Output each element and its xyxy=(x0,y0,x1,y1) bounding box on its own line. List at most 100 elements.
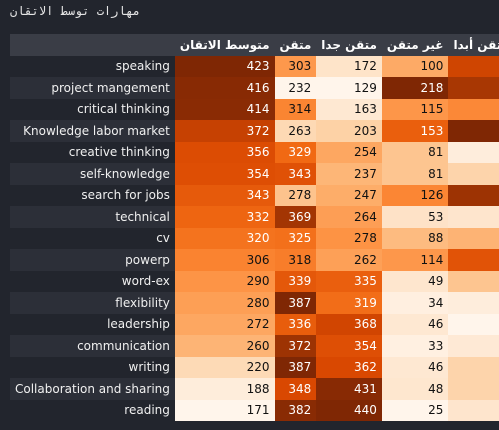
heatmap-cell: 88 xyxy=(381,227,449,249)
heatmap-cell: 126 xyxy=(381,184,449,206)
heatmap-cell: 11 xyxy=(448,356,499,378)
heatmap-cell: 372 xyxy=(274,335,317,357)
heatmap-cell: 81 xyxy=(381,163,449,185)
table-row: word-ex2903393354913 xyxy=(10,270,499,292)
heatmap-cell: 303 xyxy=(274,55,317,77)
heatmap-cell: 25 xyxy=(381,399,449,421)
heatmap-cell: 129 xyxy=(316,77,382,99)
heatmap-cell: 264 xyxy=(316,206,382,228)
heatmap-cell: 34 xyxy=(381,292,449,314)
heatmap-cell: 356 xyxy=(174,141,275,163)
row-label: communication xyxy=(10,335,175,357)
heatmap-cell: 423 xyxy=(174,55,275,77)
heatmap-cell: 7 xyxy=(448,335,499,357)
heatmap-cell: 247 xyxy=(316,184,382,206)
table-row: project mangement41623212921831 xyxy=(10,77,499,99)
heatmap-cell: 20 xyxy=(448,98,499,120)
column-header: متقن xyxy=(274,34,317,56)
heatmap-cell: 218 xyxy=(381,77,449,99)
table-row: creative thinking356329254816 xyxy=(10,141,499,163)
table-row: technical332369264538 xyxy=(10,206,499,228)
row-label: word-ex xyxy=(10,270,175,292)
table-row: leadership272336368464 xyxy=(10,313,499,335)
heatmap-cell: 362 xyxy=(316,356,382,378)
heatmap-cell: 354 xyxy=(316,335,382,357)
heatmap-cell: 6 xyxy=(448,141,499,163)
heatmap-cell: 335 xyxy=(316,270,382,292)
heatmap-cell: 306 xyxy=(174,249,275,271)
table-row: cv3203252788815 xyxy=(10,227,499,249)
heatmap-cell: 153 xyxy=(381,120,449,142)
heatmap-cell: 81 xyxy=(381,141,449,163)
heatmap-cell: 254 xyxy=(316,141,382,163)
heatmap-cell: 46 xyxy=(381,313,449,335)
column-header: غير متقن xyxy=(381,34,449,56)
row-label: writing xyxy=(10,356,175,378)
heatmap-cell: 387 xyxy=(274,292,317,314)
heatmap-cell: 163 xyxy=(316,98,382,120)
heatmap-cell: 6 xyxy=(448,292,499,314)
heatmap-cell: 325 xyxy=(274,227,317,249)
column-header: متوسط الاتقان xyxy=(174,34,275,56)
chart-caption: مهارات توسط الاتقان xyxy=(10,4,141,18)
table-row: self-knowledge3543432378111 xyxy=(10,163,499,185)
row-label: search for jobs xyxy=(10,184,175,206)
heatmap-cell: 114 xyxy=(381,249,449,271)
heatmap-cell: 4 xyxy=(448,313,499,335)
heatmap-cell: 336 xyxy=(274,313,317,335)
heatmap-body: speaking42330317210028project mangement4… xyxy=(10,55,499,421)
row-label: reading xyxy=(10,399,175,421)
row-label: self-knowledge xyxy=(10,163,175,185)
heatmap-cell: 280 xyxy=(174,292,275,314)
heatmap-cell: 28 xyxy=(448,55,499,77)
row-label: creative thinking xyxy=(10,141,175,163)
heatmap-cell: 382 xyxy=(274,399,317,421)
heatmap-cell: 431 xyxy=(316,378,382,400)
row-label: Knowledge labor market xyxy=(10,120,175,142)
table-row: powerp30631826211426 xyxy=(10,249,499,271)
row-label: project mangement xyxy=(10,77,175,99)
heatmap-cell: 53 xyxy=(381,206,449,228)
heatmap-cell: 11 xyxy=(448,163,499,185)
heatmap-cell: 8 xyxy=(448,206,499,228)
heatmap-cell: 11 xyxy=(448,378,499,400)
heatmap-cell: 329 xyxy=(274,141,317,163)
heatmap-cell: 348 xyxy=(274,378,317,400)
heatmap-cell: 220 xyxy=(174,356,275,378)
heatmap-cell: 387 xyxy=(274,356,317,378)
column-header: متقن جدا xyxy=(316,34,382,56)
heatmap-cell: 278 xyxy=(316,227,382,249)
heatmap-cell: 260 xyxy=(174,335,275,357)
heatmap-cell: 33 xyxy=(381,335,449,357)
heatmap-cell: 171 xyxy=(174,399,275,421)
heatmap-cell: 46 xyxy=(381,356,449,378)
column-header: غير متقن أبدا xyxy=(448,34,499,56)
heatmap-cell: 15 xyxy=(448,227,499,249)
table-row: writing2203873624611 xyxy=(10,356,499,378)
heatmap-cell: 262 xyxy=(316,249,382,271)
heatmap-cell: 368 xyxy=(316,313,382,335)
row-label: powerp xyxy=(10,249,175,271)
header-corner xyxy=(10,34,175,56)
row-label: flexibility xyxy=(10,292,175,314)
heatmap-cell: 440 xyxy=(316,399,382,421)
heatmap-cell: 172 xyxy=(316,55,382,77)
row-label: leadership xyxy=(10,313,175,335)
heatmap-cell: 414 xyxy=(174,98,275,120)
heatmap-cell: 100 xyxy=(381,55,449,77)
heatmap-cell: 318 xyxy=(274,249,317,271)
heatmap-cell: 314 xyxy=(274,98,317,120)
row-label: speaking xyxy=(10,55,175,77)
heatmap-cell: 48 xyxy=(381,378,449,400)
heatmap-cell: 320 xyxy=(174,227,275,249)
table-row: Collaboration and sharing1883484314811 xyxy=(10,378,499,400)
table-row: communication260372354337 xyxy=(10,335,499,357)
heatmap-cell: 263 xyxy=(274,120,317,142)
heatmap-cell: 232 xyxy=(274,77,317,99)
heatmap-cell: 115 xyxy=(381,98,449,120)
heatmap-cell: 31 xyxy=(448,77,499,99)
heatmap-cell: 32 xyxy=(448,184,499,206)
heatmap-cell: 319 xyxy=(316,292,382,314)
